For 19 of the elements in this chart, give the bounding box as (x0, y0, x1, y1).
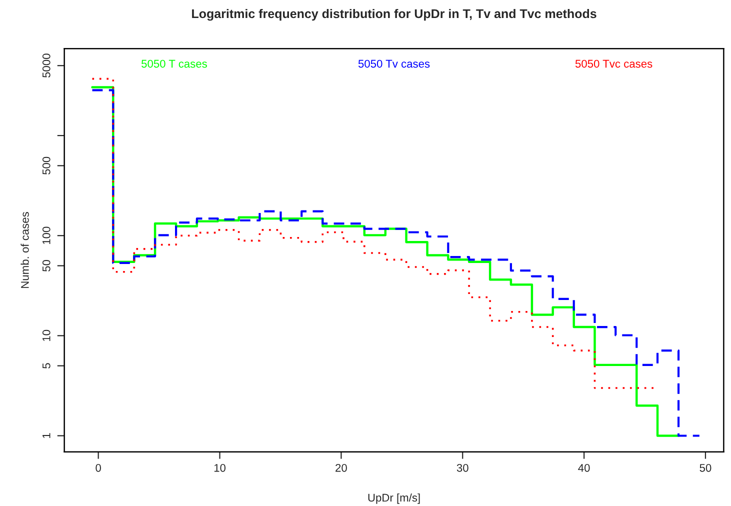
y-tick-label: 500 (42, 156, 50, 174)
text: 5050 T cases (142, 60, 207, 68)
x-tick-label: 30 (456, 464, 468, 472)
y-tick-label: 50 (42, 260, 50, 272)
x-tick-label: 0 (96, 464, 101, 472)
x-tick-label: 50 (700, 464, 712, 472)
y-tick-label: 1 (42, 433, 50, 438)
text: 5050 Tvc cases (575, 60, 652, 68)
x-tick-label: 40 (578, 464, 590, 472)
x-tick-label: 10 (214, 464, 226, 472)
x-axis-title: UpDr [m/s] (368, 493, 420, 504)
y-tick-label: 5000 (42, 54, 50, 78)
y-tick-label: 10 (42, 330, 50, 342)
y-axis-title: Numb. of cases (20, 212, 29, 288)
x-tick-label: 20 (336, 464, 347, 472)
text: 5050 Tv cases (358, 60, 430, 68)
y-tick-label: 100 (42, 226, 50, 244)
y-tick-label: 5 (42, 363, 50, 368)
chart-title: Logaritmic frequency distribution for UpDr in T, Tv and Tvc methods (192, 8, 596, 21)
